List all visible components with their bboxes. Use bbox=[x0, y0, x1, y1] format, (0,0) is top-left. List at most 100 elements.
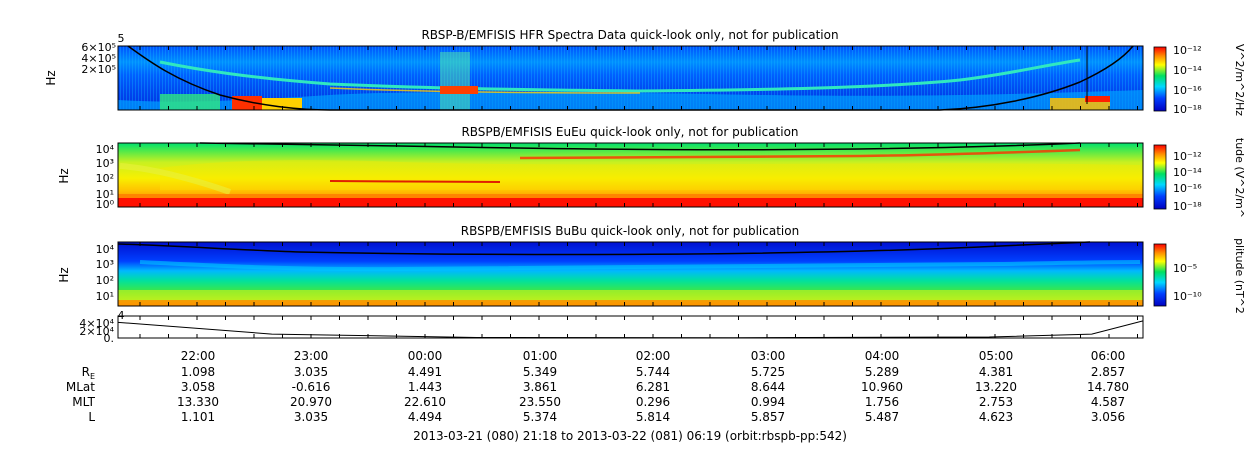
panel3-bottom-band bbox=[118, 300, 1143, 306]
ephem-row-label-3: L bbox=[88, 410, 95, 424]
panel2-red-band bbox=[519, 148, 1081, 160]
time-axis: 22:00 23:00 00:00 01:00 02:00 03:00 04:00 05:00… bbox=[181, 349, 1126, 363]
panel1-ytick-2: 2×10⁵ bbox=[81, 63, 116, 76]
ephem-value-3-1: 3.035 bbox=[294, 410, 328, 424]
ephem-value-3-5: 5.857 bbox=[751, 410, 785, 424]
ephem-value-0-4: 5.744 bbox=[636, 365, 670, 379]
ephem-value-1-3: 3.861 bbox=[523, 380, 557, 394]
panel3-cbtick-0: 10⁻⁵ bbox=[1173, 262, 1197, 275]
ephem-value-2-5: 0.994 bbox=[751, 395, 785, 409]
footer-time-range: 2013-03-21 (080) 21:18 to 2013-03-22 (08… bbox=[413, 429, 847, 443]
ephem-row-label-2: MLT bbox=[72, 395, 95, 409]
panel2-y-axis: 10⁴ 10³ 10² 10¹ 10⁰ Hz bbox=[57, 143, 115, 211]
ephem-value-2-3: 23.550 bbox=[519, 395, 561, 409]
panel4-y-axis: 4×10⁴ 2×10⁴ 0. 4 bbox=[79, 309, 124, 345]
panel1-title: RBSP-B/EMFISIS HFR Spectra Data quick-lo… bbox=[421, 28, 838, 42]
panel3-lowfreq-band bbox=[118, 290, 1143, 300]
ephem-value-3-3: 5.374 bbox=[523, 410, 557, 424]
panel1-frame bbox=[117, 45, 1144, 111]
ephem-value-1-4: 6.281 bbox=[636, 380, 670, 394]
panel1-cbtick-0: 10⁻¹² bbox=[1173, 44, 1202, 57]
panel2-ytick-3: 10¹ bbox=[96, 188, 114, 201]
panel1-ytick-0: 6×10⁵ bbox=[81, 41, 116, 54]
panel1-burst-green bbox=[160, 94, 220, 110]
panel3-ytick-2: 10² bbox=[96, 274, 114, 287]
time-tick-label-0: 22:00 bbox=[181, 349, 216, 363]
panel2-ytick-0: 10⁴ bbox=[96, 143, 115, 156]
ephem-value-2-7: 2.753 bbox=[979, 395, 1013, 409]
panel2-ytick-2: 10² bbox=[96, 172, 114, 185]
panel1-cblabel: V^2/m^2/Hz bbox=[1233, 44, 1246, 116]
ephem-value-3-0: 1.101 bbox=[181, 410, 215, 424]
panel1-burst-2 bbox=[440, 86, 478, 94]
ephem-value-0-6: 5.289 bbox=[865, 365, 899, 379]
panel3-colorbar-gradient bbox=[1153, 243, 1167, 307]
panel3-cutoff-curve bbox=[117, 241, 1091, 256]
time-tick-label-4: 02:00 bbox=[636, 349, 671, 363]
panel1-y-axis: 6×10⁵ 4×10⁵ 2×10⁵ 5 Hz bbox=[44, 32, 125, 86]
time-tick-label-2: 00:00 bbox=[408, 349, 443, 363]
panel2-colorbar-gradient bbox=[1153, 144, 1167, 210]
panel3-ytick-1: 10³ bbox=[96, 258, 114, 271]
panel1-colorbar-gradient bbox=[1153, 46, 1167, 112]
panel1-cbtick-2: 10⁻¹⁶ bbox=[1173, 84, 1202, 97]
panel1-burst-yellow bbox=[262, 98, 302, 110]
panel2-bottom-orange-band bbox=[118, 194, 1143, 198]
panel3-ytick-3: 10¹ bbox=[96, 290, 114, 303]
panel2-cbtick-1: 10⁻¹⁴ bbox=[1173, 166, 1202, 179]
ephem-value-1-0: 3.058 bbox=[181, 380, 215, 394]
panel1-vertical-noise bbox=[440, 52, 470, 110]
panel3-spectrogram bbox=[117, 241, 1144, 307]
panel1-ytick-1: 4×10⁵ bbox=[81, 52, 116, 65]
ephem-value-1-5: 8.644 bbox=[751, 380, 785, 394]
ephem-value-2-8: 4.587 bbox=[1091, 395, 1125, 409]
panel2-red-line bbox=[329, 180, 501, 183]
panel1-burst-right-red bbox=[1085, 96, 1110, 102]
panel3-ylabel: Hz bbox=[57, 267, 71, 282]
ephem-value-0-5: 5.725 bbox=[751, 365, 785, 379]
panel3-frame bbox=[117, 241, 1144, 307]
panel3-title: RBSPB/EMFISIS BuBu quick-look only, not … bbox=[461, 224, 799, 238]
ephem-value-2-2: 22.610 bbox=[404, 395, 446, 409]
time-tick-label-5: 03:00 bbox=[751, 349, 786, 363]
ephem-value-0-0: 1.098 bbox=[181, 365, 215, 379]
time-tick-label-7: 05:00 bbox=[979, 349, 1014, 363]
panel2-ylabel: Hz bbox=[57, 168, 71, 183]
panel2-cutoff-curve bbox=[199, 142, 1081, 151]
panel2-yellow-region bbox=[160, 160, 1140, 190]
panel4-ytick-1: 2×10⁴ bbox=[79, 325, 114, 338]
panel2-frame bbox=[117, 142, 1144, 208]
ephem-value-0-3: 5.349 bbox=[523, 365, 557, 379]
panel3-ytick-0: 10⁴ bbox=[96, 243, 115, 256]
panel3-cyan-band bbox=[139, 260, 1141, 272]
ephemeris-table: RE 1.098 3.035 4.491 5.349 5.744 5.725 5.289 4.3… bbox=[66, 365, 1129, 424]
ephem-value-2-0: 13.330 bbox=[177, 395, 219, 409]
time-tickmarks bbox=[139, 46, 1138, 338]
panel4-line bbox=[117, 320, 1144, 339]
panel3-cbtick-1: 10⁻¹⁰ bbox=[1173, 290, 1202, 303]
panel2-cbtick-0: 10⁻¹² bbox=[1173, 150, 1202, 163]
ephem-value-3-8: 3.056 bbox=[1091, 410, 1125, 424]
panel1-cbtick-3: 10⁻¹⁸ bbox=[1173, 103, 1202, 116]
panel2-ytick-1: 10³ bbox=[96, 157, 114, 170]
ephem-value-3-4: 5.814 bbox=[636, 410, 670, 424]
ephem-value-3-2: 4.494 bbox=[408, 410, 442, 424]
ephem-value-3-6: 5.487 bbox=[865, 410, 899, 424]
panel1-plasma-line bbox=[159, 58, 1081, 93]
panel3-cblabel: plitude (nT^2 bbox=[1233, 238, 1246, 314]
panel2-cone bbox=[119, 163, 231, 195]
panel1-lowfreq-band bbox=[118, 90, 1143, 110]
panel4-ytick-top: 4 bbox=[118, 309, 125, 322]
panel2-cbtick-2: 10⁻¹⁶ bbox=[1173, 182, 1202, 195]
ephem-value-2-4: 0.296 bbox=[636, 395, 670, 409]
ephem-row-label-1: MLat bbox=[66, 380, 95, 394]
time-tick-label-3: 01:00 bbox=[523, 349, 558, 363]
ephem-value-2-6: 1.756 bbox=[865, 395, 899, 409]
ephem-value-3-7: 4.623 bbox=[979, 410, 1013, 424]
panel2-colorbar: 10⁻¹² 10⁻¹⁴ 10⁻¹⁶ 10⁻¹⁸ tude (V^2/m^ bbox=[1153, 138, 1246, 218]
ephem-value-1-1: -0.616 bbox=[292, 380, 331, 394]
panel1-cbtick-1: 10⁻¹⁴ bbox=[1173, 64, 1202, 77]
ephem-value-2-1: 20.970 bbox=[290, 395, 332, 409]
